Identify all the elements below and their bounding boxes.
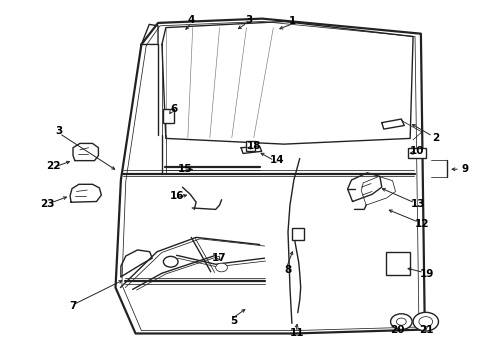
Text: 18: 18 xyxy=(246,141,261,151)
Text: 1: 1 xyxy=(289,17,296,27)
Text: 11: 11 xyxy=(290,328,304,338)
Text: 20: 20 xyxy=(390,325,405,335)
Text: 13: 13 xyxy=(411,199,425,210)
Bar xyxy=(292,228,304,240)
Bar xyxy=(246,140,255,150)
Text: 14: 14 xyxy=(270,155,284,165)
Text: 15: 15 xyxy=(178,163,193,174)
Text: 8: 8 xyxy=(284,265,292,275)
Text: 7: 7 xyxy=(69,301,77,311)
Circle shape xyxy=(391,314,412,329)
Text: 3: 3 xyxy=(245,15,252,26)
Bar xyxy=(408,148,426,158)
Text: 21: 21 xyxy=(419,325,434,335)
Circle shape xyxy=(413,312,439,331)
Circle shape xyxy=(216,263,227,272)
Circle shape xyxy=(419,317,433,327)
Text: 9: 9 xyxy=(461,164,468,174)
Text: 3: 3 xyxy=(56,126,63,136)
Text: 6: 6 xyxy=(171,104,178,114)
Text: 23: 23 xyxy=(40,199,55,210)
Text: 4: 4 xyxy=(188,15,195,26)
Text: 2: 2 xyxy=(432,133,439,143)
Text: 5: 5 xyxy=(231,316,238,325)
Bar xyxy=(386,252,410,275)
Text: 17: 17 xyxy=(212,253,227,263)
Text: 22: 22 xyxy=(46,161,61,171)
Text: 12: 12 xyxy=(415,219,429,229)
Text: 10: 10 xyxy=(410,146,424,156)
Text: 19: 19 xyxy=(419,269,434,279)
Circle shape xyxy=(163,256,178,267)
Circle shape xyxy=(396,318,406,325)
Bar xyxy=(163,109,173,123)
Text: 16: 16 xyxy=(170,192,184,202)
